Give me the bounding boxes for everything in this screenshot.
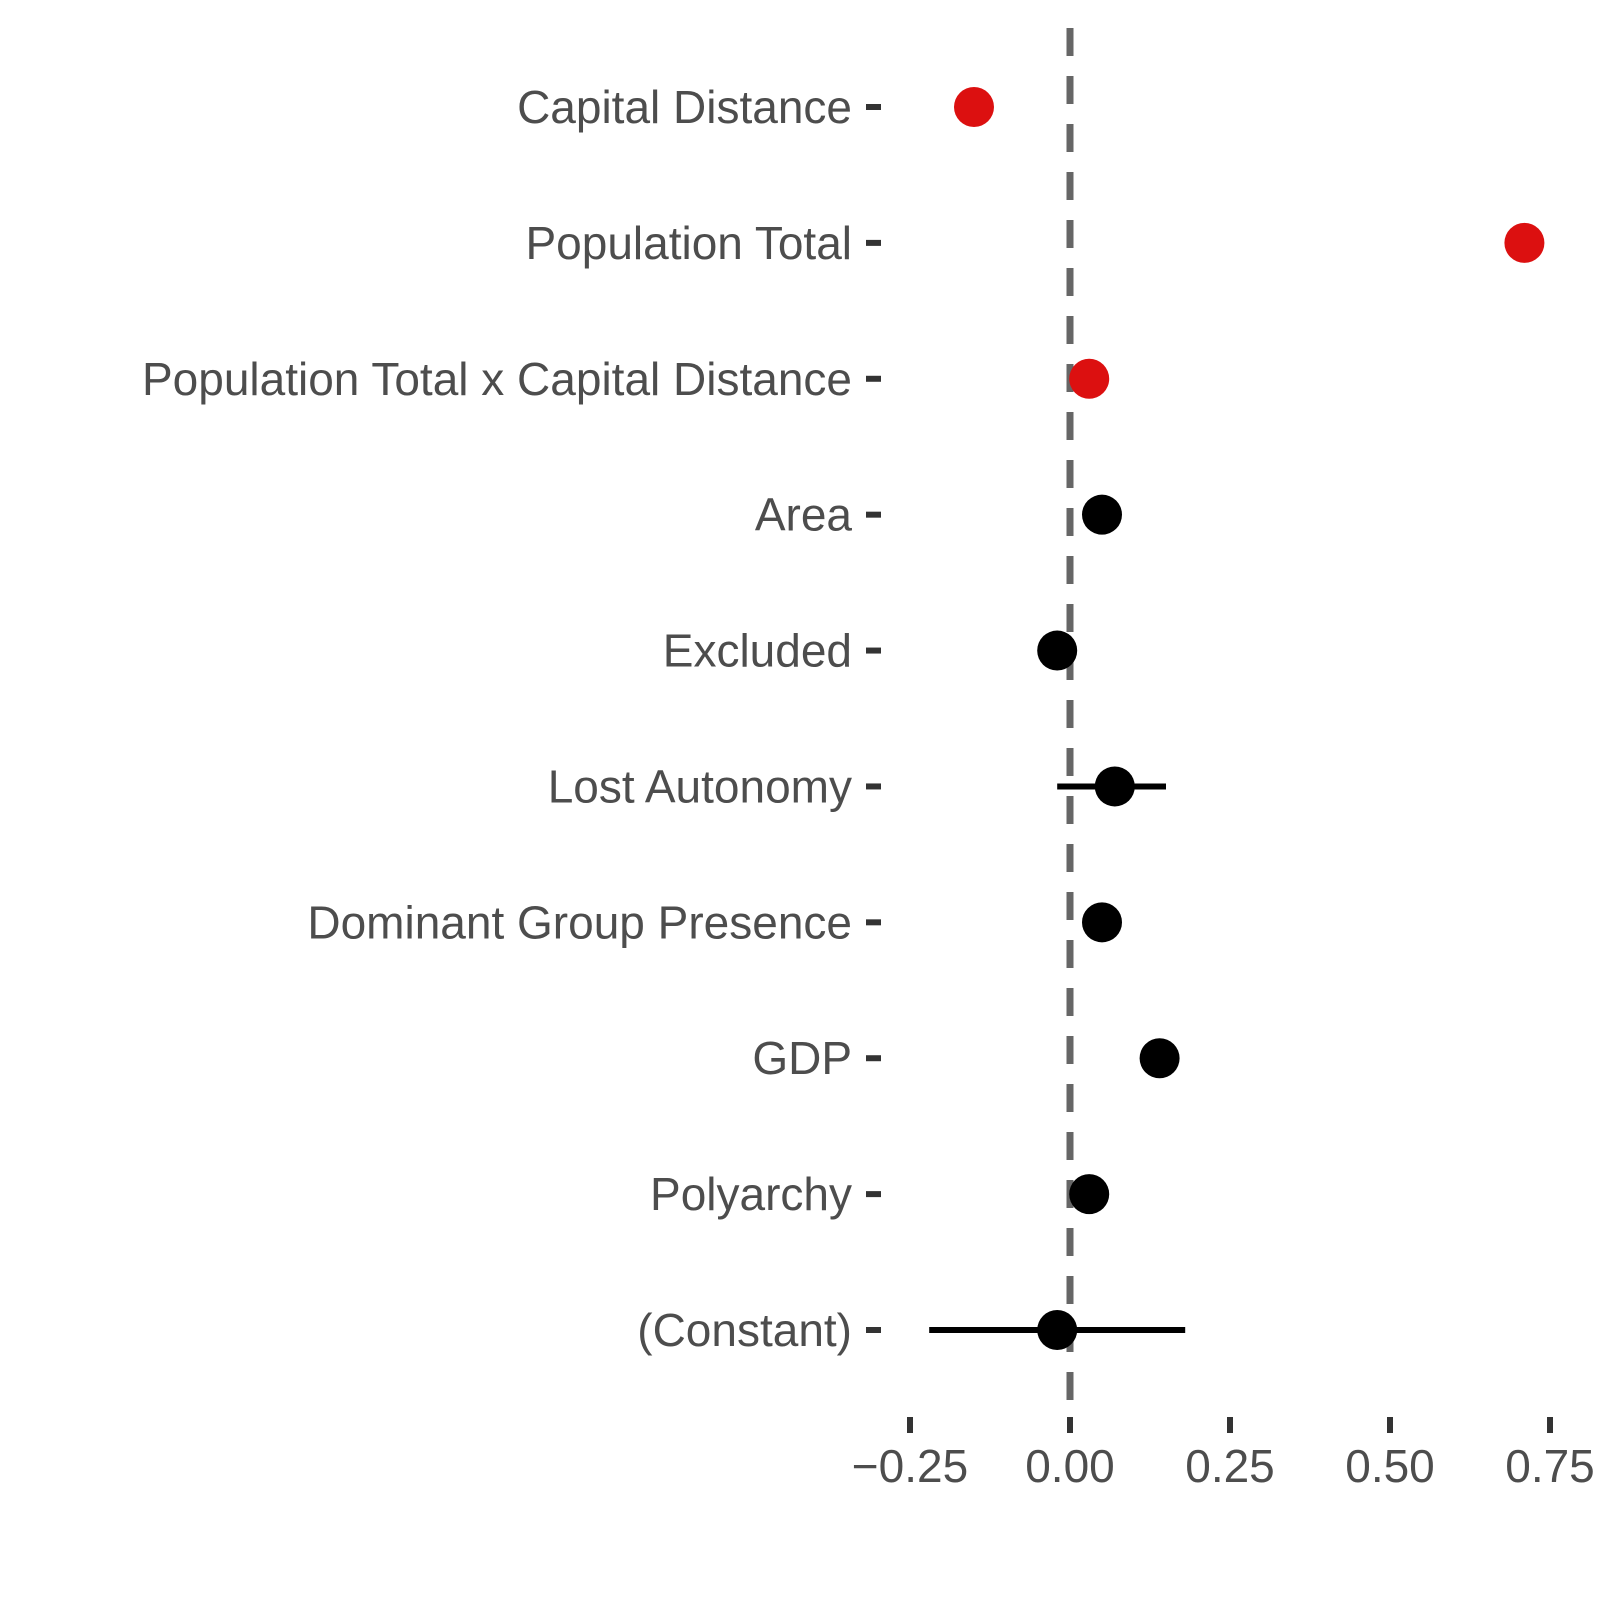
estimate-dot — [1037, 1310, 1078, 1350]
category-label: Excluded — [663, 625, 852, 677]
category-label: Lost Autonomy — [548, 760, 852, 812]
estimate-dot — [1081, 902, 1122, 943]
x-axis-tick-label: 0.75 — [1505, 1440, 1595, 1492]
category-label: Population Total — [525, 217, 852, 269]
category-label: Capital Distance — [517, 81, 852, 133]
category-label: Area — [755, 489, 853, 541]
category-label: Population Total x Capital Distance — [142, 353, 852, 405]
x-axis-tick-label: 0.00 — [1025, 1440, 1115, 1492]
category-label: (Constant) — [637, 1304, 852, 1356]
estimate-dot-significant — [1504, 222, 1545, 263]
estimate-dot — [1037, 630, 1078, 671]
estimate-dot — [1069, 1174, 1110, 1215]
estimate-dot-significant — [953, 87, 994, 127]
x-axis-tick-label: 0.25 — [1185, 1440, 1275, 1492]
x-axis-tick-label: 0.50 — [1345, 1440, 1435, 1492]
estimate-dot — [1094, 766, 1135, 807]
category-label: Polyarchy — [650, 1168, 852, 1220]
estimate-dot — [1081, 494, 1122, 535]
estimate-dot-significant — [1069, 358, 1110, 399]
category-label: Dominant Group Presence — [307, 896, 852, 948]
x-axis-tick-label: −0.25 — [852, 1440, 968, 1492]
category-label: GDP — [752, 1032, 852, 1084]
estimate-dot — [1139, 1038, 1180, 1079]
